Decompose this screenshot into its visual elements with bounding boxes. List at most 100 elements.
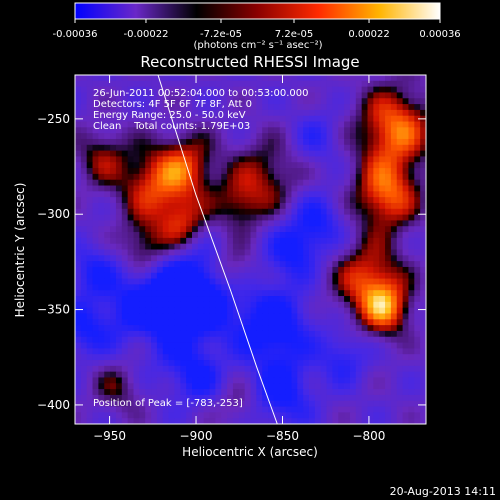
heatmap-cell xyxy=(373,394,380,402)
heatmap-cell xyxy=(355,202,363,210)
heatmap-cell xyxy=(203,249,210,256)
heatmap-cell xyxy=(180,75,187,82)
heatmap-cell xyxy=(110,348,117,355)
heatmap-cell xyxy=(332,226,339,233)
heatmap-cell xyxy=(156,348,164,355)
heatmap-cell xyxy=(309,220,316,227)
heatmap-cell xyxy=(379,86,386,93)
heatmap-cell xyxy=(355,365,363,373)
heatmap-cell xyxy=(303,261,310,268)
heatmap-cell xyxy=(262,377,269,384)
heatmap-cell xyxy=(197,319,205,326)
heatmap-cell xyxy=(285,173,292,181)
colorbar-gradient xyxy=(74,2,441,20)
heatmap-cell xyxy=(197,104,205,111)
heatmap-cell xyxy=(162,325,169,332)
heatmap-cell xyxy=(238,261,246,268)
heatmap-cell xyxy=(197,202,205,210)
heatmap-cell xyxy=(309,330,316,338)
heatmap-cell xyxy=(151,243,158,250)
heatmap-cell xyxy=(414,237,421,245)
heatmap-cell xyxy=(367,98,374,105)
heatmap-cell xyxy=(174,173,181,181)
heatmap-cell xyxy=(203,319,210,326)
heatmap-cell xyxy=(279,162,286,169)
heatmap-cell xyxy=(151,98,158,105)
heatmap-cell xyxy=(262,162,269,169)
heatmap-cell xyxy=(197,80,205,88)
heatmap-cell xyxy=(232,243,240,250)
heatmap-cell xyxy=(373,272,380,279)
heatmap-cell xyxy=(139,92,146,99)
heatmap-cell xyxy=(92,412,99,419)
heatmap-cell xyxy=(98,92,105,99)
heatmap-cell xyxy=(168,348,175,355)
heatmap-cell xyxy=(104,377,111,384)
heatmap-cell xyxy=(332,342,339,349)
heatmap-cell xyxy=(355,296,363,303)
heatmap-cell xyxy=(309,319,316,326)
heatmap-cell xyxy=(86,220,93,227)
heatmap-cell xyxy=(104,191,111,198)
heatmap-cell xyxy=(127,313,134,320)
heatmap-cell xyxy=(256,278,263,285)
heatmap-cell xyxy=(256,220,263,227)
heatmap-cell xyxy=(238,191,246,198)
heatmap-cell xyxy=(309,284,316,291)
heatmap-cell xyxy=(186,173,193,181)
heatmap-cell xyxy=(332,389,339,396)
heatmap-cell xyxy=(408,144,415,152)
heatmap-cell xyxy=(162,86,169,93)
heatmap-cell xyxy=(390,360,398,367)
heatmap-cell xyxy=(338,243,345,250)
heatmap-cell xyxy=(262,220,269,227)
heatmap-cell xyxy=(314,191,322,198)
heatmap-cell xyxy=(361,109,368,117)
heatmap-cell xyxy=(379,278,386,285)
heatmap-cell xyxy=(162,360,169,367)
heatmap-cell xyxy=(262,272,269,279)
heatmap-cell xyxy=(197,394,205,402)
heatmap-cell xyxy=(162,243,169,250)
heatmap-cell xyxy=(168,208,175,215)
heatmap-cell xyxy=(203,115,210,122)
heatmap-cell xyxy=(373,284,380,291)
heatmap-cell xyxy=(326,133,333,140)
heatmap-cell xyxy=(367,365,374,373)
heatmap-cell xyxy=(396,127,403,134)
heatmap-cell xyxy=(238,185,246,192)
heatmap-cell xyxy=(197,138,205,146)
heatmap-cell xyxy=(115,98,123,105)
heatmap-cell xyxy=(268,255,275,262)
heatmap-cell xyxy=(250,104,257,111)
heatmap-cell xyxy=(326,342,333,349)
heatmap-cell xyxy=(326,144,333,152)
heatmap-cell xyxy=(355,237,363,245)
heatmap-cell xyxy=(139,179,146,186)
heatmap-cell xyxy=(273,284,281,291)
heatmap-cell xyxy=(98,278,105,285)
heatmap-cell xyxy=(250,80,257,88)
heatmap-cell xyxy=(86,80,93,88)
heatmap-cell xyxy=(110,365,117,373)
heatmap-cell xyxy=(268,156,275,163)
heatmap-cell xyxy=(92,226,99,233)
heatmap-cell xyxy=(291,197,298,204)
heatmap-cell xyxy=(326,301,333,309)
heatmap-cell xyxy=(232,354,240,361)
heatmap-cell xyxy=(390,133,398,140)
heatmap-cell xyxy=(273,336,281,343)
heatmap-cell xyxy=(238,133,246,140)
heatmap-cell xyxy=(127,214,134,221)
heatmap-cell xyxy=(92,255,99,262)
heatmap-cell xyxy=(349,261,357,268)
heatmap-cell xyxy=(115,185,123,192)
heatmap-cell xyxy=(121,214,129,221)
heatmap-cell xyxy=(75,226,82,233)
heatmap-cell xyxy=(232,389,240,396)
heatmap-cell xyxy=(168,86,175,93)
heatmap-cell xyxy=(379,400,386,407)
heatmap-cell xyxy=(110,75,117,82)
heatmap-cell xyxy=(338,296,345,303)
heatmap-cell xyxy=(174,354,181,361)
